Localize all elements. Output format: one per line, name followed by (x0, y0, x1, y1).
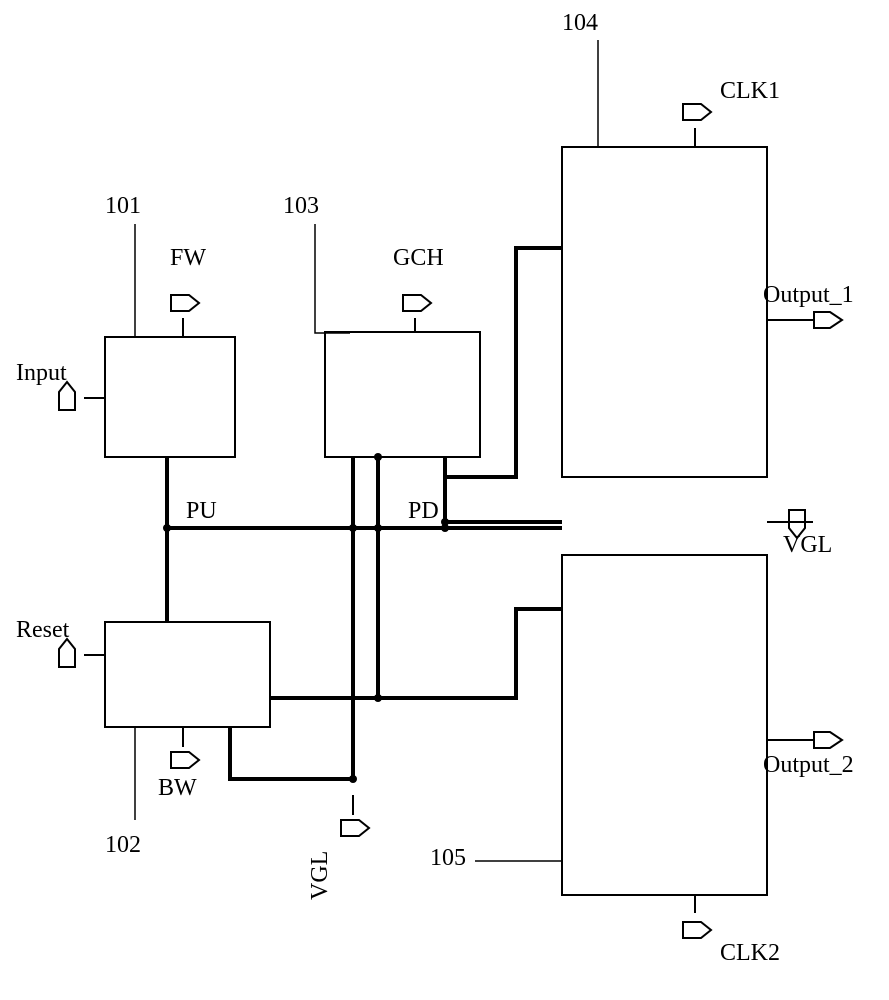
ref-label-r102: 102 (105, 832, 141, 858)
node-label-PU: PU (186, 498, 217, 524)
port-pad (171, 752, 199, 768)
port-pad (171, 295, 199, 311)
ref-label-r105: 105 (430, 845, 466, 871)
wire-signal-10 (230, 727, 353, 779)
block-b101 (105, 337, 235, 457)
port-pad (683, 104, 711, 120)
port-pad (59, 639, 75, 667)
port-label-Out2: Output_2 (763, 752, 854, 778)
junction-5 (374, 453, 382, 461)
junction-1 (349, 524, 357, 532)
port-label-Out1: Output_1 (763, 282, 854, 308)
wire-signal-7 (445, 248, 562, 477)
port-label-BW: BW (158, 775, 197, 801)
port-label-Reset: Reset (16, 617, 70, 643)
junction-4 (441, 518, 449, 526)
port-pad (814, 732, 842, 748)
port-pad (683, 922, 711, 938)
port-label-GCH: GCH (393, 245, 444, 271)
ref-label-r103: 103 (283, 193, 319, 219)
port-label-VGL_r: VGL (783, 532, 832, 558)
junction-7 (374, 694, 382, 702)
junction-0 (163, 524, 171, 532)
node-label-PD: PD (408, 498, 439, 524)
port-pad (341, 820, 369, 836)
ref-label-r101: 101 (105, 193, 141, 219)
port-pad (59, 382, 75, 410)
junction-2 (374, 524, 382, 532)
block-b103 (325, 332, 480, 457)
ref-label-r104: 104 (562, 10, 598, 36)
port-pad (814, 312, 842, 328)
block-b102 (105, 622, 270, 727)
port-label-VGL_b: VGL (307, 851, 333, 900)
port-label-Input: Input (16, 360, 67, 386)
block-b104 (562, 147, 767, 477)
port-label-CLK1: CLK1 (720, 78, 780, 104)
port-pad (403, 295, 431, 311)
port-label-FW: FW (170, 245, 206, 271)
junction-6 (349, 775, 357, 783)
wire-signal-8 (378, 609, 562, 698)
port-label-CLK2: CLK2 (720, 940, 780, 966)
block-b105 (562, 555, 767, 895)
ref-leader-r103 (315, 224, 350, 333)
